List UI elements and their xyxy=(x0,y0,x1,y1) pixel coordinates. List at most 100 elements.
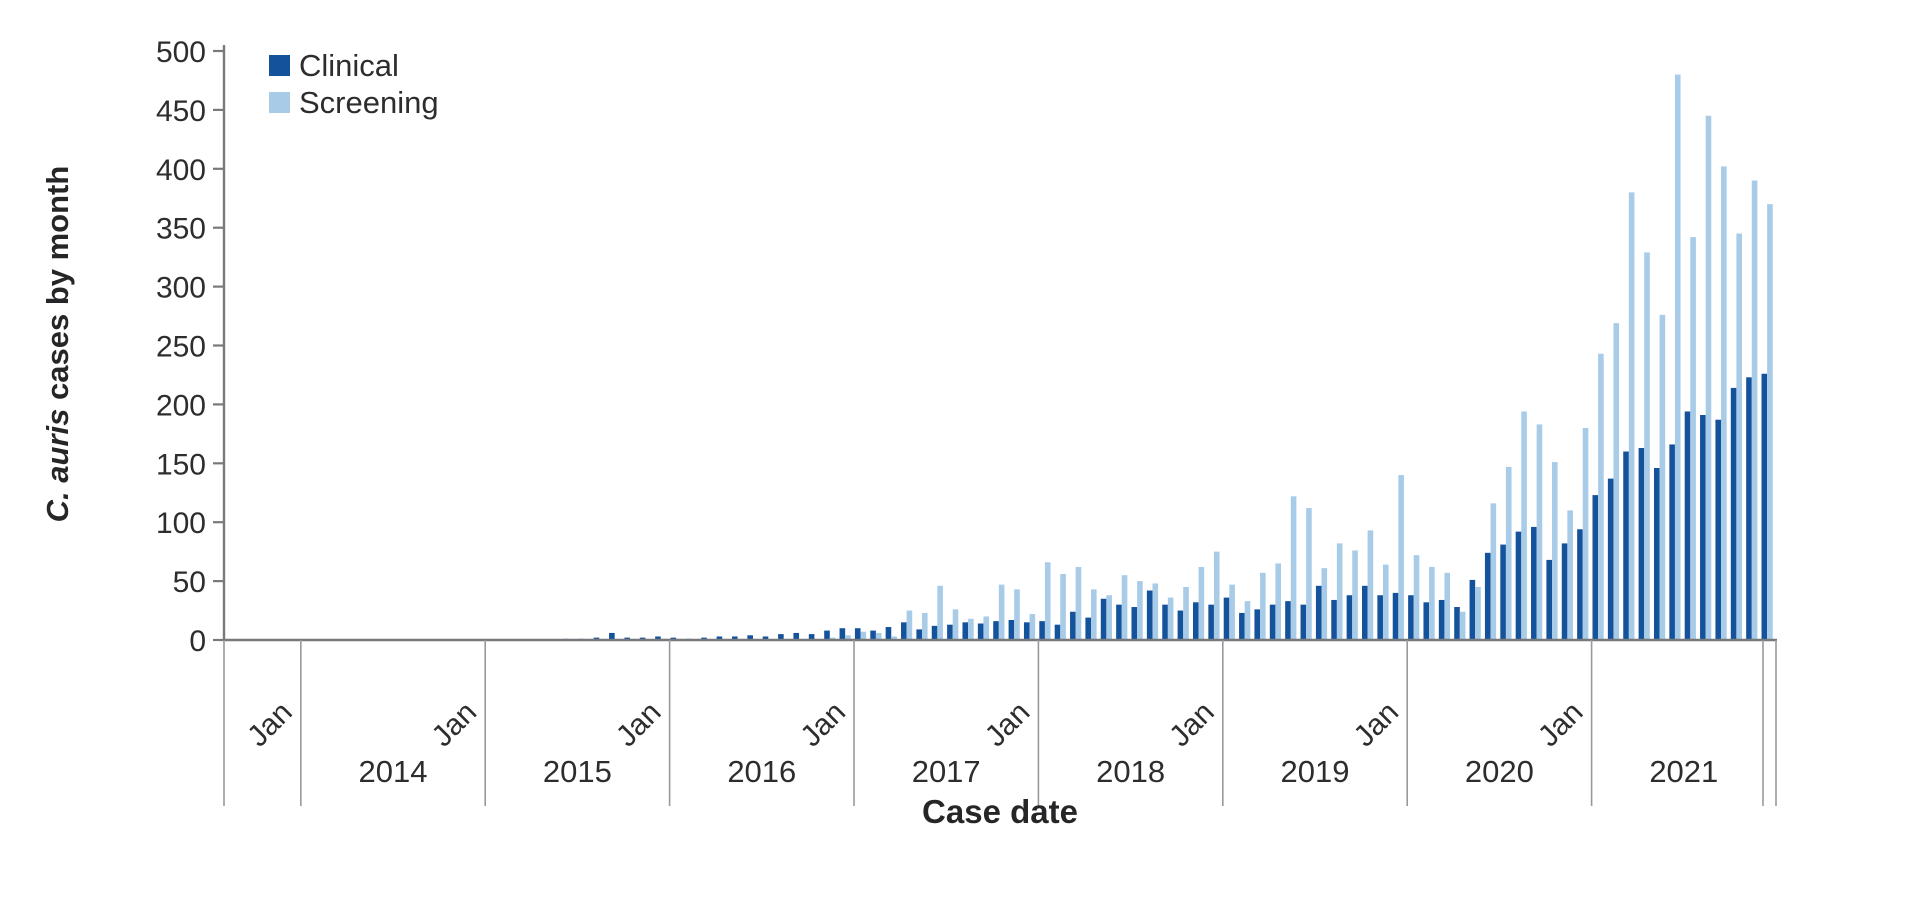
clinical-bar-2021-08 xyxy=(1700,415,1706,640)
screening-bar-2018-03 xyxy=(1075,566,1082,640)
clinical-bar-2017-01 xyxy=(854,628,861,640)
clinical-bar-2019-04 xyxy=(1269,604,1276,640)
screening-bar-2021-12 xyxy=(1767,204,1773,640)
screening-bar-2017-02 xyxy=(875,632,882,640)
clinical-bar-2016-12 xyxy=(839,628,846,640)
y-tick-label-100: 100 xyxy=(156,507,206,540)
clinical-bar-2019-06 xyxy=(1300,604,1307,640)
screening-bar-2021-09 xyxy=(1721,166,1727,640)
screening-bar-2018-06 xyxy=(1121,575,1128,640)
y-tick-label-500: 500 xyxy=(156,36,206,69)
screening-bar-2019-12 xyxy=(1398,475,1404,640)
year-label-2018: 2018 xyxy=(1096,754,1165,789)
clinical-bar-2017-08 xyxy=(962,622,969,640)
clinical-bar-2020-06 xyxy=(1484,552,1491,640)
screening-bar-2017-05 xyxy=(921,612,928,640)
screening-bar-2021-03 xyxy=(1628,192,1635,641)
clinical-bar-2020-07 xyxy=(1500,544,1506,640)
clinical-bar-2016-04 xyxy=(716,636,723,640)
screening-bar-2018-04 xyxy=(1091,589,1097,640)
clinical-bar-2020-05 xyxy=(1469,579,1476,640)
screening-bar-2017-09 xyxy=(983,616,990,640)
clinical-bar-2021-04 xyxy=(1638,447,1645,640)
screening-bar-2020-12 xyxy=(1582,427,1589,640)
year-label-2014: 2014 xyxy=(359,754,428,789)
screening-bar-2018-07 xyxy=(1137,581,1143,640)
screening-bar-2018-02 xyxy=(1060,574,1066,640)
screening-bar-2019-10 xyxy=(1367,530,1374,640)
clinical-bar-2021-06 xyxy=(1669,444,1675,640)
y-axis-title-italic-part: C. auris xyxy=(40,408,75,523)
clinical-bar-2017-06 xyxy=(931,625,938,640)
clinical-bar-2016-07 xyxy=(762,636,769,640)
screening-bar-2021-08 xyxy=(1705,115,1712,641)
clinical-bar-2019-05 xyxy=(1285,601,1291,640)
y-tick-label-400: 400 xyxy=(156,154,206,187)
legend-row-clinical: Clinical xyxy=(269,47,439,84)
screening-bar-2017-04 xyxy=(906,610,913,640)
jan-tick-label-2015: Jan xyxy=(426,696,484,754)
clinical-bar-2016-05 xyxy=(731,636,738,640)
screening-bar-2020-10 xyxy=(1552,462,1558,640)
clinical-bar-2021-12 xyxy=(1761,373,1768,640)
screening-swatch-icon xyxy=(269,92,290,113)
clinical-bar-2018-02 xyxy=(1054,624,1061,640)
clinical-bar-2019-10 xyxy=(1362,585,1368,640)
clinical-bar-2016-06 xyxy=(747,635,753,640)
legend-row-screening: Screening xyxy=(269,84,439,121)
screening-bar-2020-03 xyxy=(1444,572,1451,640)
clinical-bar-2019-07 xyxy=(1315,585,1322,640)
clinical-bar-2020-11 xyxy=(1561,543,1568,640)
clinical-bar-2021-05 xyxy=(1653,468,1660,640)
screening-bar-2017-03 xyxy=(891,636,897,640)
clinical-bar-2019-08 xyxy=(1331,599,1337,640)
jan-tick-label-2021: Jan xyxy=(1532,696,1590,754)
y-tick-label-150: 150 xyxy=(156,448,206,481)
screening-bar-2018-11 xyxy=(1198,566,1205,640)
y-tick-label-0: 0 xyxy=(189,625,206,658)
jan-tick-label-2016: Jan xyxy=(610,696,668,754)
y-tick-label-200: 200 xyxy=(156,389,206,422)
jan-tick-label-2014: Jan xyxy=(241,696,299,754)
screening-bar-2019-07 xyxy=(1321,568,1328,640)
legend-label-clinical: Clinical xyxy=(299,48,399,83)
clinical-bar-2021-07 xyxy=(1684,411,1691,640)
screening-bar-2019-02 xyxy=(1244,601,1251,640)
year-label-2019: 2019 xyxy=(1281,754,1350,789)
clinical-bar-2015-09 xyxy=(609,632,615,640)
screening-bar-2019-03 xyxy=(1260,572,1266,640)
clinical-bar-2020-09 xyxy=(1531,526,1537,640)
clinical-bar-2017-10 xyxy=(993,621,999,640)
screening-bar-2020-02 xyxy=(1429,566,1435,640)
year-label-2017: 2017 xyxy=(912,754,981,789)
clinical-bar-2020-04 xyxy=(1454,607,1460,640)
y-tick-label-250: 250 xyxy=(156,331,206,364)
screening-bar-2021-06 xyxy=(1674,74,1681,640)
clinical-bar-2021-03 xyxy=(1623,451,1629,640)
clinical-bar-2017-07 xyxy=(947,624,953,640)
clinical-bar-2018-10 xyxy=(1177,610,1184,640)
clinical-bar-2018-05 xyxy=(1100,598,1107,640)
jan-tick-label-2018: Jan xyxy=(979,696,1037,754)
screening-bar-2019-04 xyxy=(1275,563,1282,640)
screening-bar-2021-10 xyxy=(1736,233,1742,640)
clinical-bar-2021-11 xyxy=(1746,377,1752,640)
screening-bar-2020-09 xyxy=(1536,424,1543,640)
clinical-bar-2018-12 xyxy=(1208,604,1214,640)
screening-bar-2017-12 xyxy=(1029,614,1036,640)
y-axis-title: C. auris cases by month xyxy=(40,44,76,644)
screening-bar-2016-12 xyxy=(845,635,851,640)
clinical-bar-2020-08 xyxy=(1515,531,1522,640)
screening-bar-2017-10 xyxy=(998,584,1005,640)
screening-bar-2017-01 xyxy=(860,631,867,640)
screening-bar-2020-01 xyxy=(1413,555,1420,640)
screening-bar-2017-07 xyxy=(952,609,959,640)
screening-bar-2019-01 xyxy=(1229,584,1235,640)
screening-bar-2019-06 xyxy=(1306,508,1312,640)
clinical-bar-2017-12 xyxy=(1023,622,1030,640)
jan-tick-label-2019: Jan xyxy=(1163,696,1221,754)
screening-bar-2021-04 xyxy=(1644,252,1650,640)
clinical-bar-2017-04 xyxy=(901,622,907,640)
y-tick-label-450: 450 xyxy=(156,95,206,128)
clinical-bar-2019-12 xyxy=(1392,592,1399,640)
